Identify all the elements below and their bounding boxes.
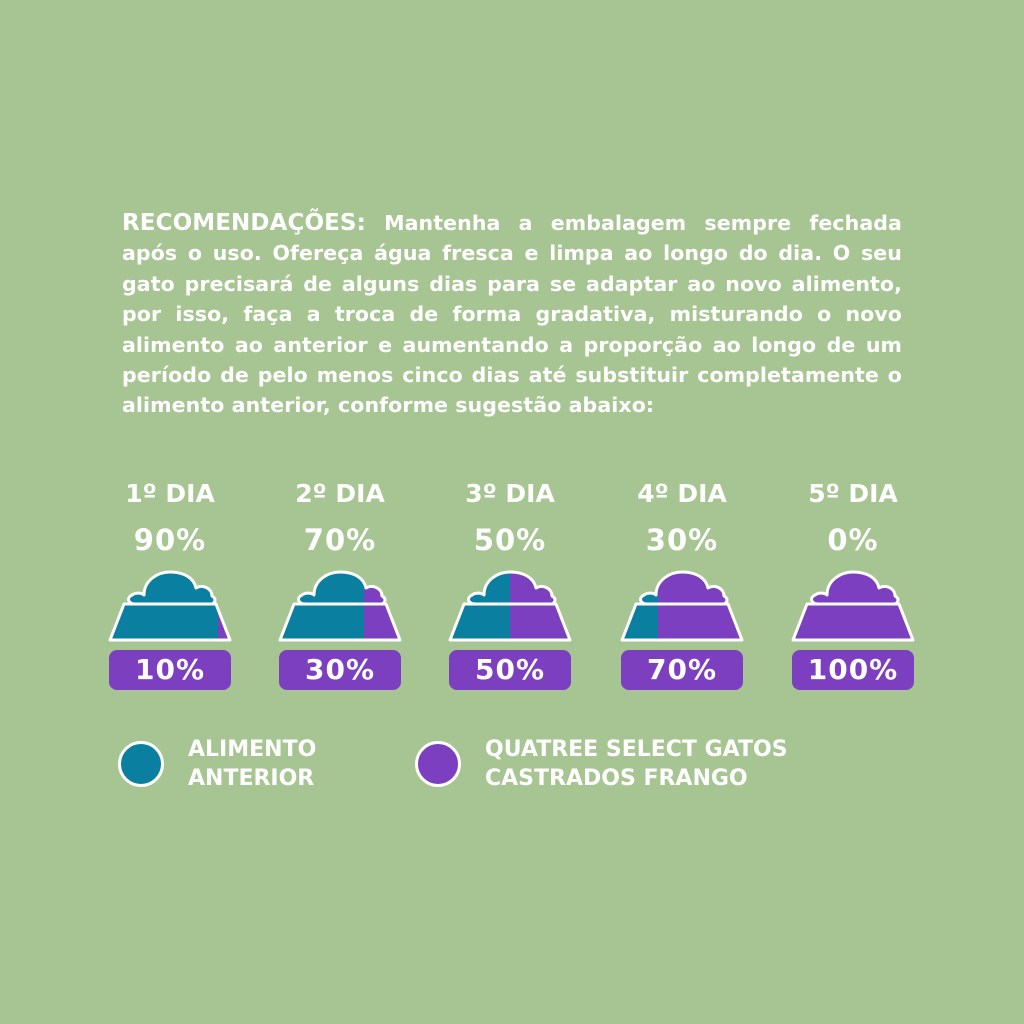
legend-new-line2: CASTRADOS FRANGO [485,766,748,791]
legend-previous-food: ALIMENTO ANTERIOR [118,735,316,793]
day-column: 3º DIA 50% 50% [435,476,585,690]
food-bowl-icon [278,570,402,642]
day-label: 2º DIA [295,479,385,508]
previous-food-percent: 0% [827,523,879,557]
day-label: 1º DIA [125,479,215,508]
new-food-percent: 70% [621,650,743,690]
purple-dot-icon [415,741,461,787]
legend-new-food: QUATREE SELECT GATOS CASTRADOS FRANGO [415,735,788,793]
day-column: 2º DIA 70% 30% [265,476,415,690]
recommendations-text: RECOMENDAÇÕES: Mantenha a embalagem semp… [122,208,902,421]
previous-food-percent: 30% [645,523,719,557]
legend-previous-line1: ALIMENTO [188,737,317,762]
new-food-percent: 50% [449,650,571,690]
day-label: 3º DIA [465,479,555,508]
previous-food-percent: 90% [133,523,207,557]
legend-previous-line2: ANTERIOR [188,766,315,791]
previous-food-percent: 50% [473,523,547,557]
new-food-percent: 30% [279,650,401,690]
day-column: 5º DIA 0% 100% [778,476,928,690]
day-column: 4º DIA 30% 70% [607,476,757,690]
food-bowl-icon [620,570,744,642]
previous-food-fill [450,572,510,640]
legend-new-line1: QUATREE SELECT GATOS [485,737,788,762]
day-label: 5º DIA [808,479,898,508]
new-food-fill [510,572,570,640]
new-food-percent: 100% [792,650,914,690]
new-food-percent: 10% [109,650,231,690]
day-label: 4º DIA [637,479,727,508]
food-bowl-icon [789,568,915,644]
previous-food-percent: 70% [303,523,377,557]
recommendations-heading: RECOMENDAÇÕES: [122,210,366,236]
day-column: 1º DIA 90% 10% [95,476,245,690]
teal-dot-icon [118,741,164,787]
food-bowl-icon [108,570,232,642]
food-bowl-icon [448,570,572,642]
recommendations-body: Mantenha a embalagem sempre fechada após… [122,211,902,418]
previous-food-fill [789,568,793,644]
